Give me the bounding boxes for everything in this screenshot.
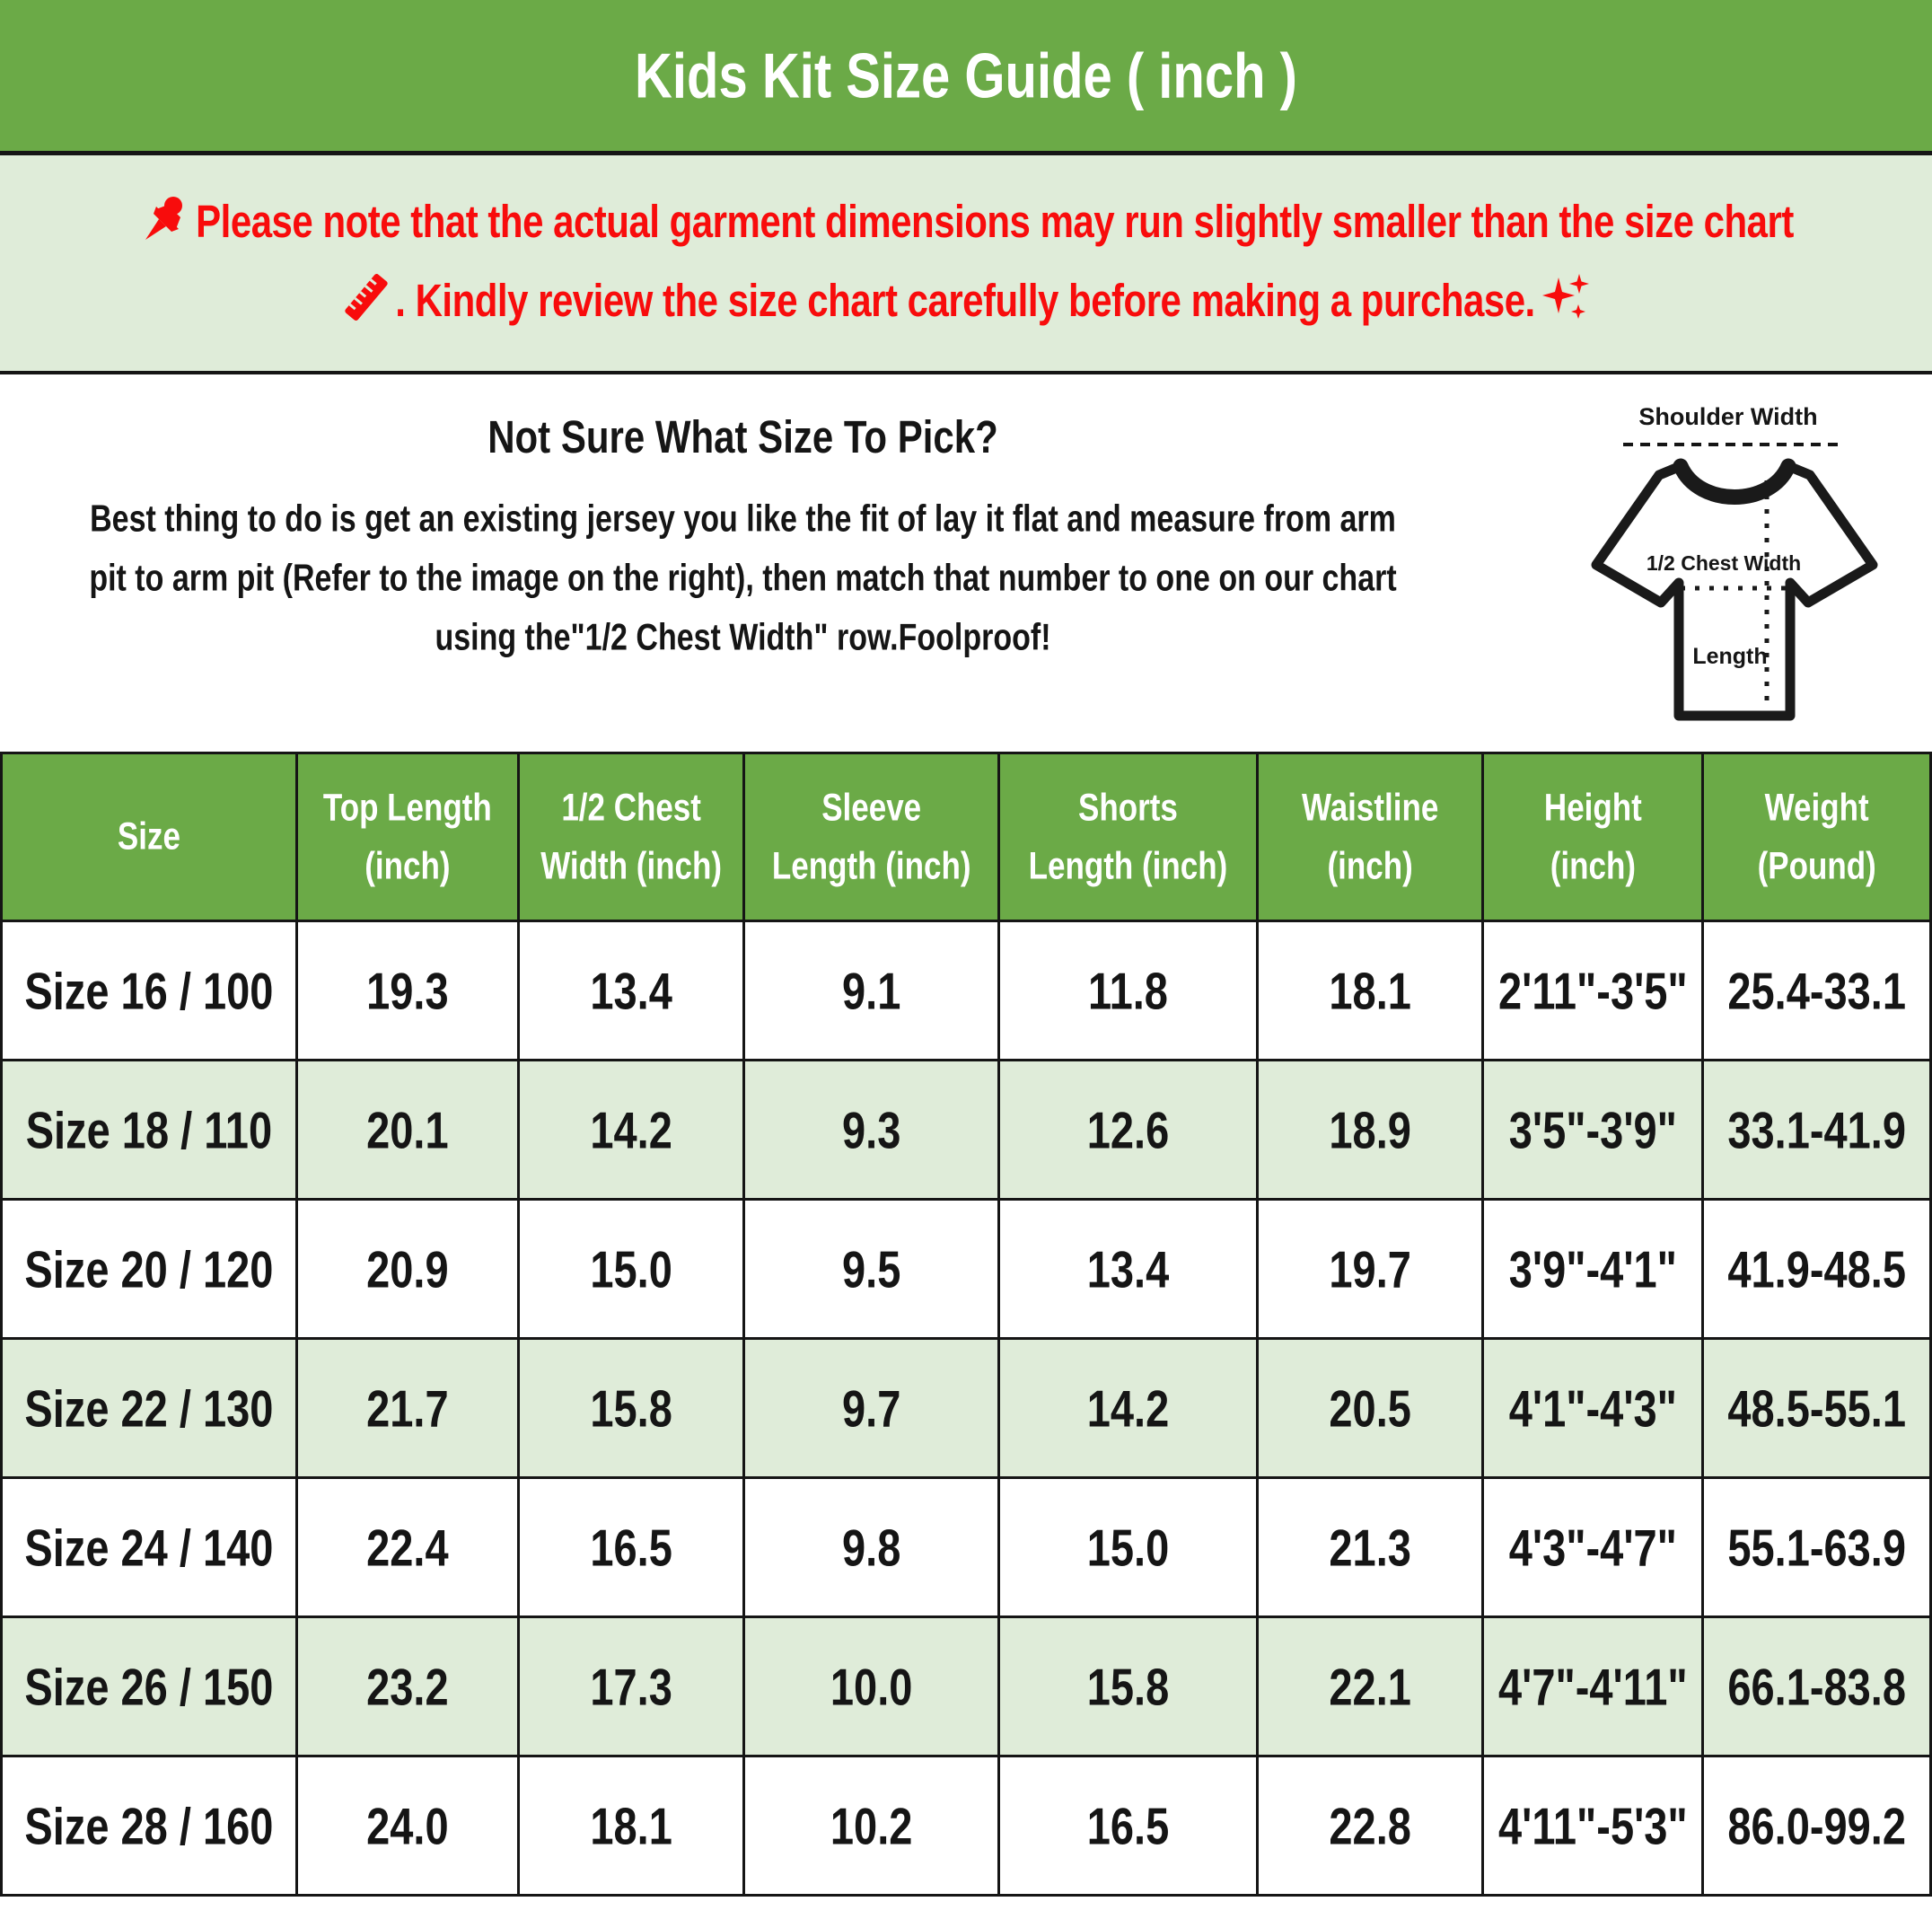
tshirt-collar	[1673, 458, 1796, 505]
column-header: 1/2 Chest Width (inch)	[516, 752, 746, 922]
table-cell: 18.1	[516, 1755, 746, 1897]
table-cell: Size 18 / 110	[0, 1059, 298, 1201]
table-cell: 12.6	[997, 1059, 1259, 1201]
pushpin-icon	[145, 197, 183, 240]
table-cell: 66.1-83.8	[1701, 1615, 1932, 1757]
table-cell: 16.5	[516, 1476, 746, 1618]
notice-line-2: . Kindly review the size chart carefully…	[9, 261, 1923, 340]
column-header: Top Length (inch)	[294, 752, 520, 922]
title-bar: Kids Kit Size Guide ( inch )	[0, 0, 1932, 155]
table-cell: 4'11"-5'3"	[1481, 1755, 1705, 1897]
table-cell: 24.0	[294, 1755, 520, 1897]
column-header: Sleeve Length (inch)	[742, 752, 1000, 922]
table-cell: 22.4	[294, 1476, 520, 1618]
table-cell: 41.9-48.5	[1701, 1198, 1932, 1340]
table-cell: 55.1-63.9	[1701, 1476, 1932, 1618]
table-cell: 9.7	[742, 1337, 1000, 1479]
table-cell: 20.1	[294, 1059, 520, 1201]
table-cell: Size 26 / 150	[0, 1615, 298, 1757]
table-cell: 21.7	[294, 1337, 520, 1479]
length-label: Length	[1692, 644, 1767, 669]
table-cell: 11.8	[997, 920, 1259, 1061]
table-row: Size 28 / 160 24.0 18.1 10.2 16.5 22.8 4'11"-5…	[0, 1755, 1932, 1897]
table-row: Size 26 / 150 23.2 17.3 10.0 15.8 22.1 4'7"-4'…	[0, 1615, 1932, 1757]
guide-body-line: pit to arm pit (Refer to the image on th…	[89, 557, 1397, 600]
table-cell: 15.0	[997, 1476, 1259, 1618]
table-cell: 33.1-41.9	[1701, 1059, 1932, 1201]
table-cell: 25.4-33.1	[1701, 920, 1932, 1061]
page-title: Kids Kit Size Guide ( inch )	[635, 40, 1297, 111]
table-cell: 16.5	[997, 1755, 1259, 1897]
table-cell: 9.8	[742, 1476, 1000, 1618]
column-header: Size	[0, 752, 298, 922]
table-cell: 10.0	[742, 1615, 1000, 1757]
table-cell: 15.8	[997, 1615, 1259, 1757]
table-cell: Size 24 / 140	[0, 1476, 298, 1618]
table-row: Size 18 / 110 20.1 14.2 9.3 12.6 18.9 3'5"-3'9…	[0, 1059, 1932, 1201]
table-cell: 13.4	[516, 920, 746, 1061]
size-table: Size Top Length (inch) 1/2 Chest Width (inch…	[0, 752, 1932, 1897]
header-row: Size Top Length (inch) 1/2 Chest Width (inch…	[0, 752, 1932, 922]
column-header: Waistline (inch)	[1255, 752, 1485, 922]
tshirt-measurement-diagram: Shoulder Width 1/2 Chest Width Length	[1591, 403, 1878, 721]
ruler-icon	[345, 273, 388, 321]
table-cell: 15.8	[516, 1337, 746, 1479]
table-cell: 13.4	[997, 1198, 1259, 1340]
notice-banner: Please note that the actual garment dime…	[0, 155, 1932, 374]
table-cell: 86.0-99.2	[1701, 1755, 1932, 1897]
shoulder-width-label: Shoulder Width	[1638, 403, 1817, 430]
table-cell: 4'1"-4'3"	[1481, 1337, 1705, 1479]
notice-text-1: Please note that the actual garment dime…	[196, 195, 1794, 248]
table-cell: 22.1	[1255, 1615, 1485, 1757]
table-cell: 14.2	[516, 1059, 746, 1201]
table-cell: 19.7	[1255, 1198, 1485, 1340]
column-header: Height (inch)	[1481, 752, 1705, 922]
guide-heading: Not Sure What Size To Pick?	[487, 410, 998, 463]
table-row: Size 16 / 100 19.3 13.4 9.1 11.8 18.1 2'11"-3'…	[0, 920, 1932, 1061]
table-cell: 21.3	[1255, 1476, 1485, 1618]
table-cell: 4'7"-4'11"	[1481, 1615, 1705, 1757]
table-cell: Size 28 / 160	[0, 1755, 298, 1897]
sparkles-icon	[1541, 274, 1589, 319]
notice-text-2: . Kindly review the size chart carefully…	[395, 274, 1535, 327]
measuring-guide-text: Not Sure What Size To Pick? Best thing t…	[0, 374, 1486, 667]
table-cell: Size 20 / 120	[0, 1198, 298, 1340]
column-header: Weight (Pound)	[1701, 752, 1932, 922]
table-cell: 48.5-55.1	[1701, 1337, 1932, 1479]
table-cell: 9.1	[742, 920, 1000, 1061]
table-cell: 14.2	[997, 1337, 1259, 1479]
size-table-header: Size Top Length (inch) 1/2 Chest Width (inch…	[0, 752, 1932, 922]
table-cell: 3'5"-3'9"	[1481, 1059, 1705, 1201]
table-cell: 9.5	[742, 1198, 1000, 1340]
chest-width-label: 1/2 Chest Width	[1647, 551, 1801, 575]
table-cell: 2'11"-3'5"	[1481, 920, 1705, 1061]
guide-body-line: using the"1/2 Chest Width" row.Foolproof…	[435, 616, 1051, 659]
table-row: Size 22 / 130 21.7 15.8 9.7 14.2 20.5 4'1"-4'3…	[0, 1337, 1932, 1479]
table-cell: 10.2	[742, 1755, 1000, 1897]
table-cell: 9.3	[742, 1059, 1000, 1201]
table-cell: 20.5	[1255, 1337, 1485, 1479]
table-cell: 18.9	[1255, 1059, 1485, 1201]
size-table-body: Size 16 / 100 19.3 13.4 9.1 11.8 18.1 2'11"-3'…	[0, 920, 1932, 1897]
table-cell: 15.0	[516, 1198, 746, 1340]
table-cell: 4'3"-4'7"	[1481, 1476, 1705, 1618]
guide-body-line: Best thing to do is get an existing jers…	[90, 497, 1396, 541]
table-cell: 3'9"-4'1"	[1481, 1198, 1705, 1340]
column-header: Shorts Length (inch)	[997, 752, 1259, 922]
measuring-guide-section: Not Sure What Size To Pick? Best thing t…	[0, 374, 1932, 752]
table-cell: Size 22 / 130	[0, 1337, 298, 1479]
notice-line-1: Please note that the actual garment dime…	[9, 182, 1923, 261]
table-row: Size 20 / 120 20.9 15.0 9.5 13.4 19.7 3'9"-4'1…	[0, 1198, 1932, 1340]
table-cell: 20.9	[294, 1198, 520, 1340]
table-cell: Size 16 / 100	[0, 920, 298, 1061]
table-row: Size 24 / 140 22.4 16.5 9.8 15.0 21.3 4'3"-4'7…	[0, 1476, 1932, 1618]
table-cell: 23.2	[294, 1615, 520, 1757]
table-cell: 17.3	[516, 1615, 746, 1757]
table-cell: 18.1	[1255, 920, 1485, 1061]
table-cell: 19.3	[294, 920, 520, 1061]
table-cell: 22.8	[1255, 1755, 1485, 1897]
